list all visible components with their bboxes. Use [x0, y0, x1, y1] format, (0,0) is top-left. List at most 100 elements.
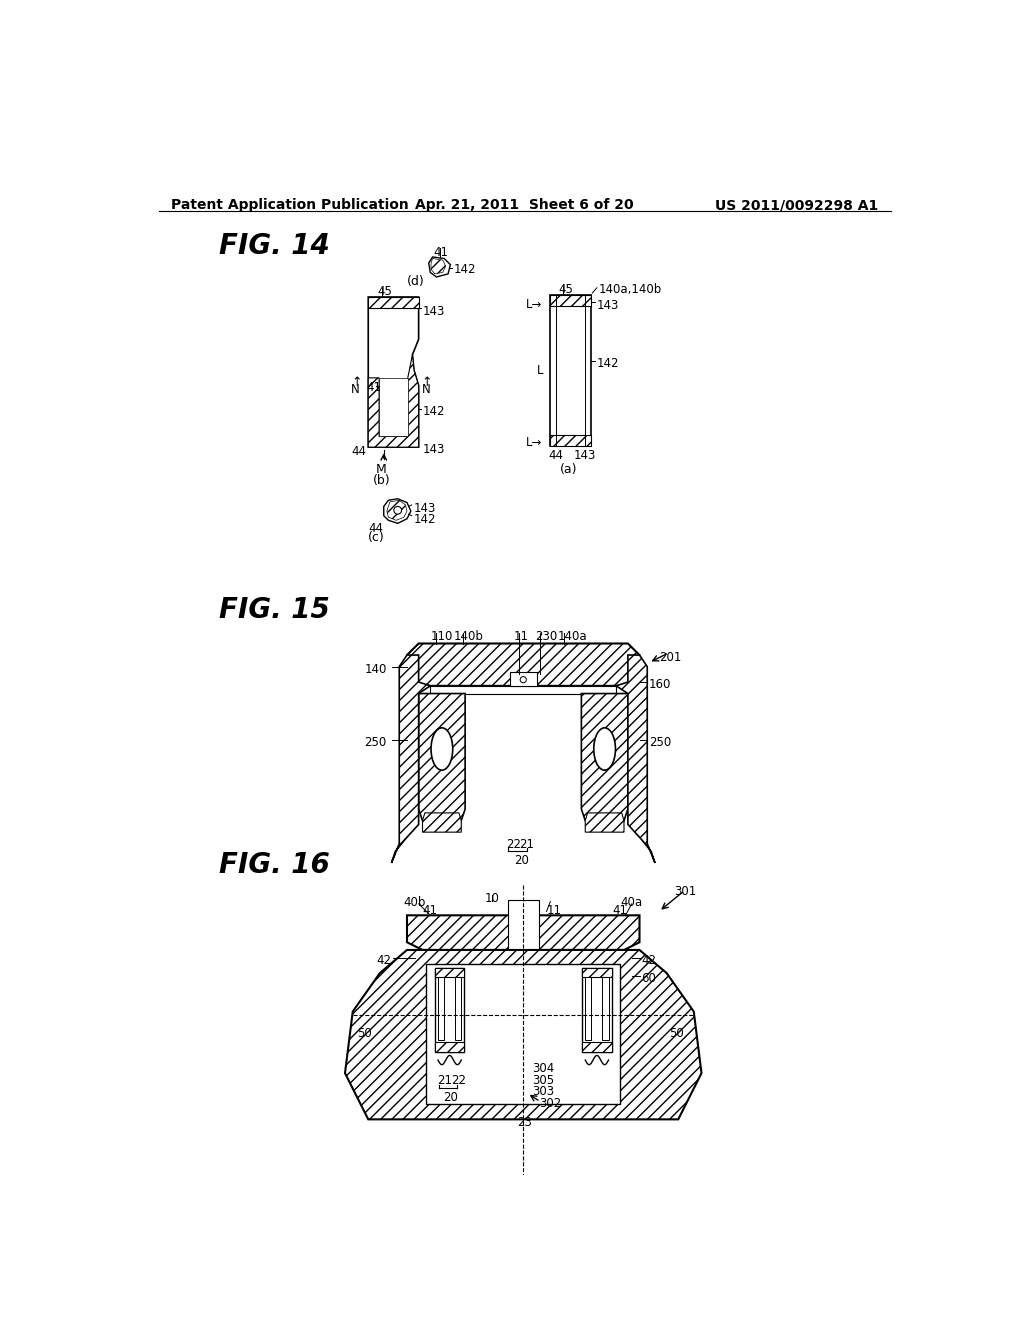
Text: 230: 230	[535, 630, 557, 643]
Text: 11: 11	[514, 630, 529, 643]
Polygon shape	[369, 297, 419, 447]
Text: 60: 60	[641, 972, 656, 985]
Text: 305: 305	[532, 1074, 555, 1086]
Bar	[550, 296, 591, 306]
Text: 41: 41	[423, 904, 437, 917]
Polygon shape	[391, 655, 430, 863]
Bar	[508, 900, 539, 950]
Text: 21: 21	[437, 1074, 453, 1086]
Text: 22: 22	[506, 837, 521, 850]
Text: (d): (d)	[407, 276, 425, 289]
Text: 41: 41	[433, 246, 449, 259]
Polygon shape	[407, 915, 640, 950]
Text: 142: 142	[597, 358, 620, 370]
Text: (a): (a)	[560, 462, 578, 475]
Text: 44: 44	[548, 449, 563, 462]
Polygon shape	[345, 950, 701, 1119]
Text: 22: 22	[452, 1074, 466, 1086]
Text: 142: 142	[423, 405, 445, 418]
Ellipse shape	[594, 727, 615, 770]
Text: 110: 110	[430, 630, 453, 643]
Text: L: L	[537, 363, 543, 376]
Text: (b): (b)	[373, 474, 390, 487]
Polygon shape	[586, 813, 624, 832]
Text: 140a: 140a	[558, 630, 588, 643]
Text: 41: 41	[367, 381, 382, 393]
Text: Patent Application Publication: Patent Application Publication	[171, 198, 409, 213]
Circle shape	[394, 507, 401, 513]
Bar	[379, 378, 408, 437]
Text: 302: 302	[539, 1097, 561, 1110]
Text: N: N	[422, 383, 430, 396]
Text: 301: 301	[675, 884, 696, 898]
Bar	[510, 672, 538, 686]
Bar	[369, 297, 419, 308]
Text: 50: 50	[669, 1027, 684, 1040]
Text: (c): (c)	[369, 531, 385, 544]
Text: Apr. 21, 2011  Sheet 6 of 20: Apr. 21, 2011 Sheet 6 of 20	[416, 198, 634, 213]
Bar	[586, 977, 592, 1040]
Text: 143: 143	[414, 502, 435, 515]
Text: 40b: 40b	[403, 896, 426, 909]
Text: FIG. 14: FIG. 14	[219, 231, 330, 260]
Text: 50: 50	[356, 1027, 372, 1040]
Text: 143: 143	[573, 449, 596, 462]
Text: 140a,140b: 140a,140b	[598, 284, 662, 296]
Text: 250: 250	[649, 737, 671, 748]
Text: L→: L→	[525, 437, 542, 449]
Bar	[602, 977, 608, 1040]
Text: 143: 143	[423, 444, 444, 457]
Bar	[435, 1041, 464, 1052]
Text: 142: 142	[454, 263, 476, 276]
Text: 41: 41	[612, 904, 628, 917]
Text: 20: 20	[514, 854, 528, 867]
Polygon shape	[429, 257, 451, 277]
Text: 142: 142	[414, 512, 435, 525]
Text: 250: 250	[365, 737, 387, 748]
Text: 21: 21	[519, 837, 535, 850]
Text: 45: 45	[558, 284, 573, 296]
Polygon shape	[419, 693, 465, 821]
Polygon shape	[387, 500, 407, 520]
Circle shape	[520, 677, 526, 682]
Text: 42: 42	[376, 954, 391, 966]
Polygon shape	[582, 693, 628, 821]
Bar	[435, 968, 464, 977]
Polygon shape	[430, 686, 616, 693]
Text: 45: 45	[378, 285, 392, 298]
Polygon shape	[616, 655, 655, 863]
Bar	[455, 977, 461, 1040]
Bar	[435, 968, 464, 1052]
Text: 143: 143	[423, 305, 444, 318]
Text: M: M	[375, 462, 386, 475]
Text: 201: 201	[658, 651, 681, 664]
Bar	[583, 1041, 611, 1052]
Bar	[583, 968, 611, 977]
Polygon shape	[431, 259, 445, 275]
Text: N: N	[351, 383, 360, 396]
Text: 44: 44	[369, 521, 383, 535]
Polygon shape	[423, 813, 461, 832]
Text: L→: L→	[525, 298, 542, 310]
Text: ↑: ↑	[422, 376, 432, 388]
Text: 140: 140	[365, 663, 387, 676]
Polygon shape	[369, 355, 419, 447]
Text: FIG. 16: FIG. 16	[219, 851, 330, 879]
Polygon shape	[426, 964, 621, 1104]
Bar	[583, 968, 611, 1052]
Text: 303: 303	[532, 1085, 555, 1098]
Bar	[550, 296, 591, 446]
Text: 10: 10	[484, 892, 500, 906]
Polygon shape	[407, 950, 640, 964]
Polygon shape	[407, 644, 640, 686]
Bar	[438, 977, 444, 1040]
Text: 44: 44	[351, 445, 367, 458]
Text: 40a: 40a	[621, 896, 642, 909]
Text: 160: 160	[649, 678, 671, 692]
Polygon shape	[384, 499, 411, 524]
Text: US 2011/0092298 A1: US 2011/0092298 A1	[715, 198, 879, 213]
Text: 42: 42	[641, 954, 656, 966]
Ellipse shape	[431, 727, 453, 770]
Text: 11: 11	[547, 904, 561, 917]
Text: FIG. 15: FIG. 15	[219, 595, 330, 624]
